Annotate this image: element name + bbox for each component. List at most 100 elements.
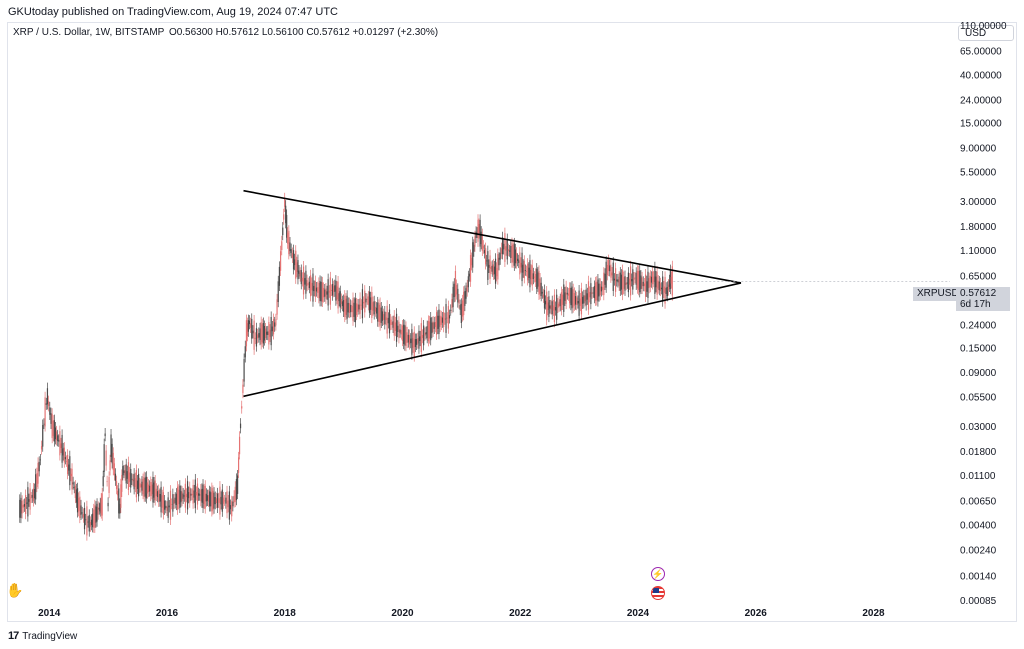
candle-body bbox=[650, 276, 653, 283]
candle-body bbox=[366, 299, 368, 300]
candle-body bbox=[342, 299, 345, 312]
candle-body bbox=[489, 255, 491, 279]
candle-body bbox=[384, 311, 386, 325]
candle-body bbox=[538, 270, 540, 295]
candle-body bbox=[67, 454, 69, 475]
candle-body bbox=[337, 281, 339, 309]
candle-body bbox=[128, 472, 131, 482]
candle-body bbox=[536, 268, 538, 289]
candle-body bbox=[467, 276, 469, 288]
candle-body bbox=[224, 500, 226, 502]
candle-body bbox=[195, 491, 197, 496]
candle-body bbox=[670, 276, 672, 284]
candle-body bbox=[377, 302, 379, 322]
candle-body bbox=[439, 315, 441, 327]
candle-body bbox=[263, 325, 266, 341]
candle-body bbox=[183, 495, 185, 497]
candle-body bbox=[296, 262, 298, 273]
y-tick-label: 0.03000 bbox=[960, 422, 997, 433]
candle-body bbox=[127, 462, 130, 490]
candle-body bbox=[379, 303, 381, 326]
candle-body bbox=[114, 473, 117, 481]
candle-body bbox=[209, 491, 211, 507]
candle-body bbox=[173, 499, 175, 504]
trendline[interactable] bbox=[243, 282, 742, 398]
candle-body bbox=[215, 498, 218, 503]
candle-body bbox=[545, 300, 547, 305]
candle-body bbox=[20, 497, 22, 519]
chart-frame[interactable] bbox=[7, 22, 1017, 622]
candle-body bbox=[554, 307, 557, 311]
candle-body bbox=[123, 470, 125, 474]
candle-body bbox=[279, 251, 282, 271]
candle-body bbox=[602, 286, 604, 291]
last-price-box: 0.57612 6d 17h bbox=[956, 287, 1010, 311]
candle-body bbox=[188, 492, 190, 499]
y-tick-label: 1.80000 bbox=[960, 222, 997, 233]
candle-body bbox=[457, 288, 459, 303]
hand-tool-icon[interactable]: ✋ bbox=[6, 582, 24, 598]
candle-body bbox=[481, 234, 483, 251]
candle-body bbox=[301, 277, 303, 282]
candle-body bbox=[252, 330, 254, 334]
candle-body bbox=[641, 277, 643, 289]
currency-selector[interactable]: USD bbox=[958, 25, 1014, 41]
candle-body bbox=[403, 324, 405, 344]
candle-body bbox=[528, 267, 530, 279]
candle-body bbox=[527, 263, 529, 281]
candle-body bbox=[79, 496, 81, 518]
candle-body bbox=[391, 322, 393, 325]
candle-body bbox=[660, 287, 663, 290]
candle-body bbox=[632, 269, 634, 290]
candle-body bbox=[563, 284, 565, 312]
candle-body bbox=[55, 431, 58, 441]
candle-body bbox=[577, 301, 579, 304]
candle-body bbox=[348, 303, 351, 314]
candle-body bbox=[486, 260, 488, 262]
candle-body bbox=[553, 294, 556, 323]
candle-body bbox=[269, 329, 271, 337]
candle-body bbox=[203, 489, 205, 504]
candle-body bbox=[515, 252, 518, 264]
candle-body bbox=[551, 301, 553, 315]
candle-body bbox=[134, 478, 136, 487]
candle-body bbox=[119, 503, 121, 514]
candle-body bbox=[194, 479, 196, 509]
candle-body bbox=[278, 266, 281, 286]
candle-body bbox=[167, 497, 169, 518]
candle-body bbox=[276, 299, 278, 315]
candle-body bbox=[233, 495, 235, 503]
trendline[interactable] bbox=[243, 189, 742, 284]
candle-body bbox=[121, 474, 123, 492]
candle-body bbox=[434, 321, 437, 328]
candle-body bbox=[151, 484, 153, 495]
candle-body bbox=[504, 233, 506, 262]
candle-body bbox=[62, 448, 64, 456]
candle-body bbox=[617, 279, 619, 283]
candle-body bbox=[412, 338, 414, 348]
candle-body bbox=[352, 298, 354, 321]
candle-body bbox=[264, 328, 267, 338]
candle-body bbox=[354, 298, 356, 323]
candle-body bbox=[394, 322, 396, 331]
candle-body bbox=[133, 473, 135, 490]
candle-body bbox=[586, 293, 588, 300]
candle-body bbox=[266, 331, 268, 335]
footer-logo: 17 TradingView bbox=[8, 630, 77, 642]
footer-brand: TradingView bbox=[22, 630, 78, 642]
low-value: L0.56100 bbox=[261, 27, 304, 38]
candle-body bbox=[388, 309, 391, 334]
candle-body bbox=[385, 317, 387, 321]
candle-body bbox=[564, 292, 566, 301]
candle-body bbox=[255, 328, 258, 347]
candle-body bbox=[168, 505, 170, 508]
candle-body bbox=[339, 291, 341, 308]
candle-body bbox=[573, 292, 575, 306]
candle-body bbox=[360, 304, 362, 306]
candle-body bbox=[448, 315, 451, 319]
us-flag-event-icon[interactable] bbox=[651, 586, 665, 600]
candle-body bbox=[511, 243, 513, 263]
candle-body bbox=[109, 460, 111, 471]
lightning-event-icon[interactable]: ⚡ bbox=[651, 567, 665, 581]
